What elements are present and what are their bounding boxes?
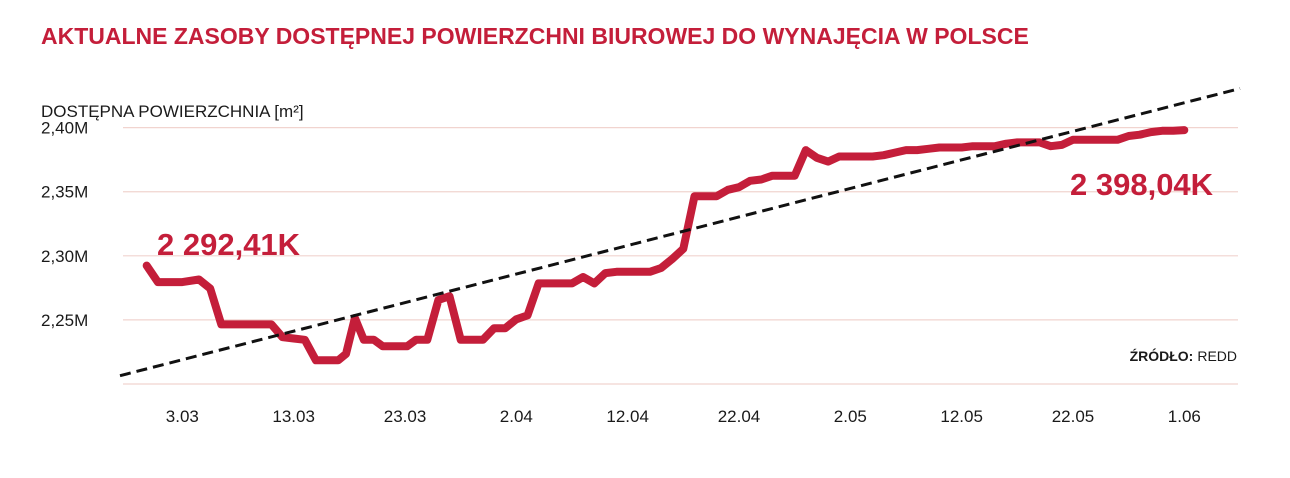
- y-tick-label: 2,30M: [41, 247, 88, 266]
- y-axis-ticks: 2,25M 2,30M 2,35M 2,40M: [41, 119, 88, 330]
- series-line-available-space: [142, 126, 1189, 365]
- source-value: REDD: [1197, 348, 1237, 364]
- chart-title: AKTUALNE ZASOBY DOSTĘPNEJ POWIERZCHNI BI…: [41, 23, 1029, 49]
- source-note: ŹRÓDŁO: REDD: [1130, 347, 1237, 364]
- x-tick-label: 13.03: [272, 407, 315, 426]
- x-tick-label: 1.06: [1168, 407, 1201, 426]
- x-tick-label: 2.05: [834, 407, 867, 426]
- x-tick-label: 22.05: [1052, 407, 1095, 426]
- x-tick-label: 3.03: [166, 407, 199, 426]
- x-tick-label: 12.05: [940, 407, 983, 426]
- x-tick-label: 23.03: [384, 407, 427, 426]
- x-tick-label: 22.04: [718, 407, 761, 426]
- series-layer: [119, 87, 1241, 378]
- grid-lines: [123, 127, 1238, 321]
- start-value-label: 2 292,41K: [157, 227, 301, 262]
- trend-line: [119, 87, 1241, 378]
- x-tick-label: 2.04: [500, 407, 533, 426]
- y-axis-label: DOSTĘPNA POWIERZCHNIA [m²]: [41, 102, 304, 121]
- x-tick-label: 12.04: [606, 407, 649, 426]
- y-tick-label: 2,35M: [41, 183, 88, 202]
- y-tick-label: 2,40M: [41, 119, 88, 138]
- end-value-label: 2 398,04K: [1070, 167, 1214, 202]
- x-axis-ticks: 3.03 13.03 23.03 2.04 12.04 22.04 2.05 12.05 22.…: [166, 407, 1201, 426]
- source-label: ŹRÓDŁO:: [1130, 347, 1194, 364]
- y-tick-label: 2,25M: [41, 311, 88, 330]
